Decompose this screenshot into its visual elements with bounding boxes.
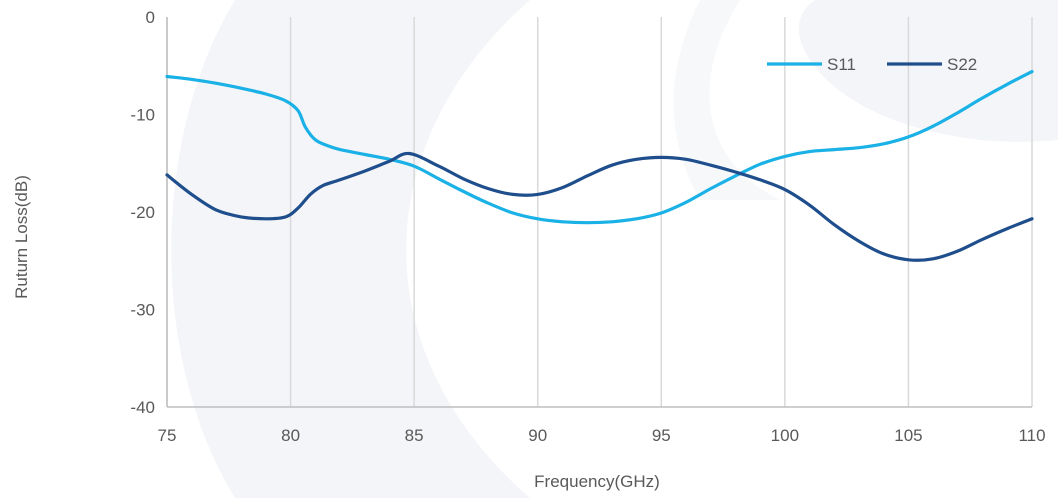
y-tick-label: -20	[130, 203, 155, 222]
y-axis-title: Ruturn Loss(dB)	[12, 175, 31, 299]
x-tick-label: 80	[281, 426, 300, 445]
legend-label-s22: S22	[947, 55, 977, 74]
legend: S11 S22	[767, 55, 977, 74]
series-layer	[165, 70, 1034, 262]
tick-labels: 75 80 85 90 95 100 105 110 0 -10 -20 -30 -40	[130, 8, 1045, 445]
x-tick-label: 95	[652, 426, 671, 445]
x-tick-label: 75	[158, 426, 177, 445]
x-axis-title: Frequency(GHz)	[534, 472, 660, 491]
x-tick-label: 105	[894, 426, 922, 445]
y-tick-label: 0	[146, 8, 155, 27]
x-tick-label: 110	[1018, 426, 1045, 445]
axes	[166, 17, 1032, 408]
series-line-s22	[165, 151, 1034, 262]
background-watermark	[171, 0, 1058, 498]
x-tick-label: 90	[528, 426, 547, 445]
y-tick-label: -40	[130, 398, 155, 417]
x-tick-label: 100	[771, 426, 799, 445]
y-tick-label: -30	[130, 301, 155, 320]
legend-label-s11: S11	[827, 55, 856, 74]
x-tick-label: 85	[405, 426, 424, 445]
y-tick-label: -10	[130, 106, 155, 125]
series-line-s11	[165, 70, 1034, 225]
